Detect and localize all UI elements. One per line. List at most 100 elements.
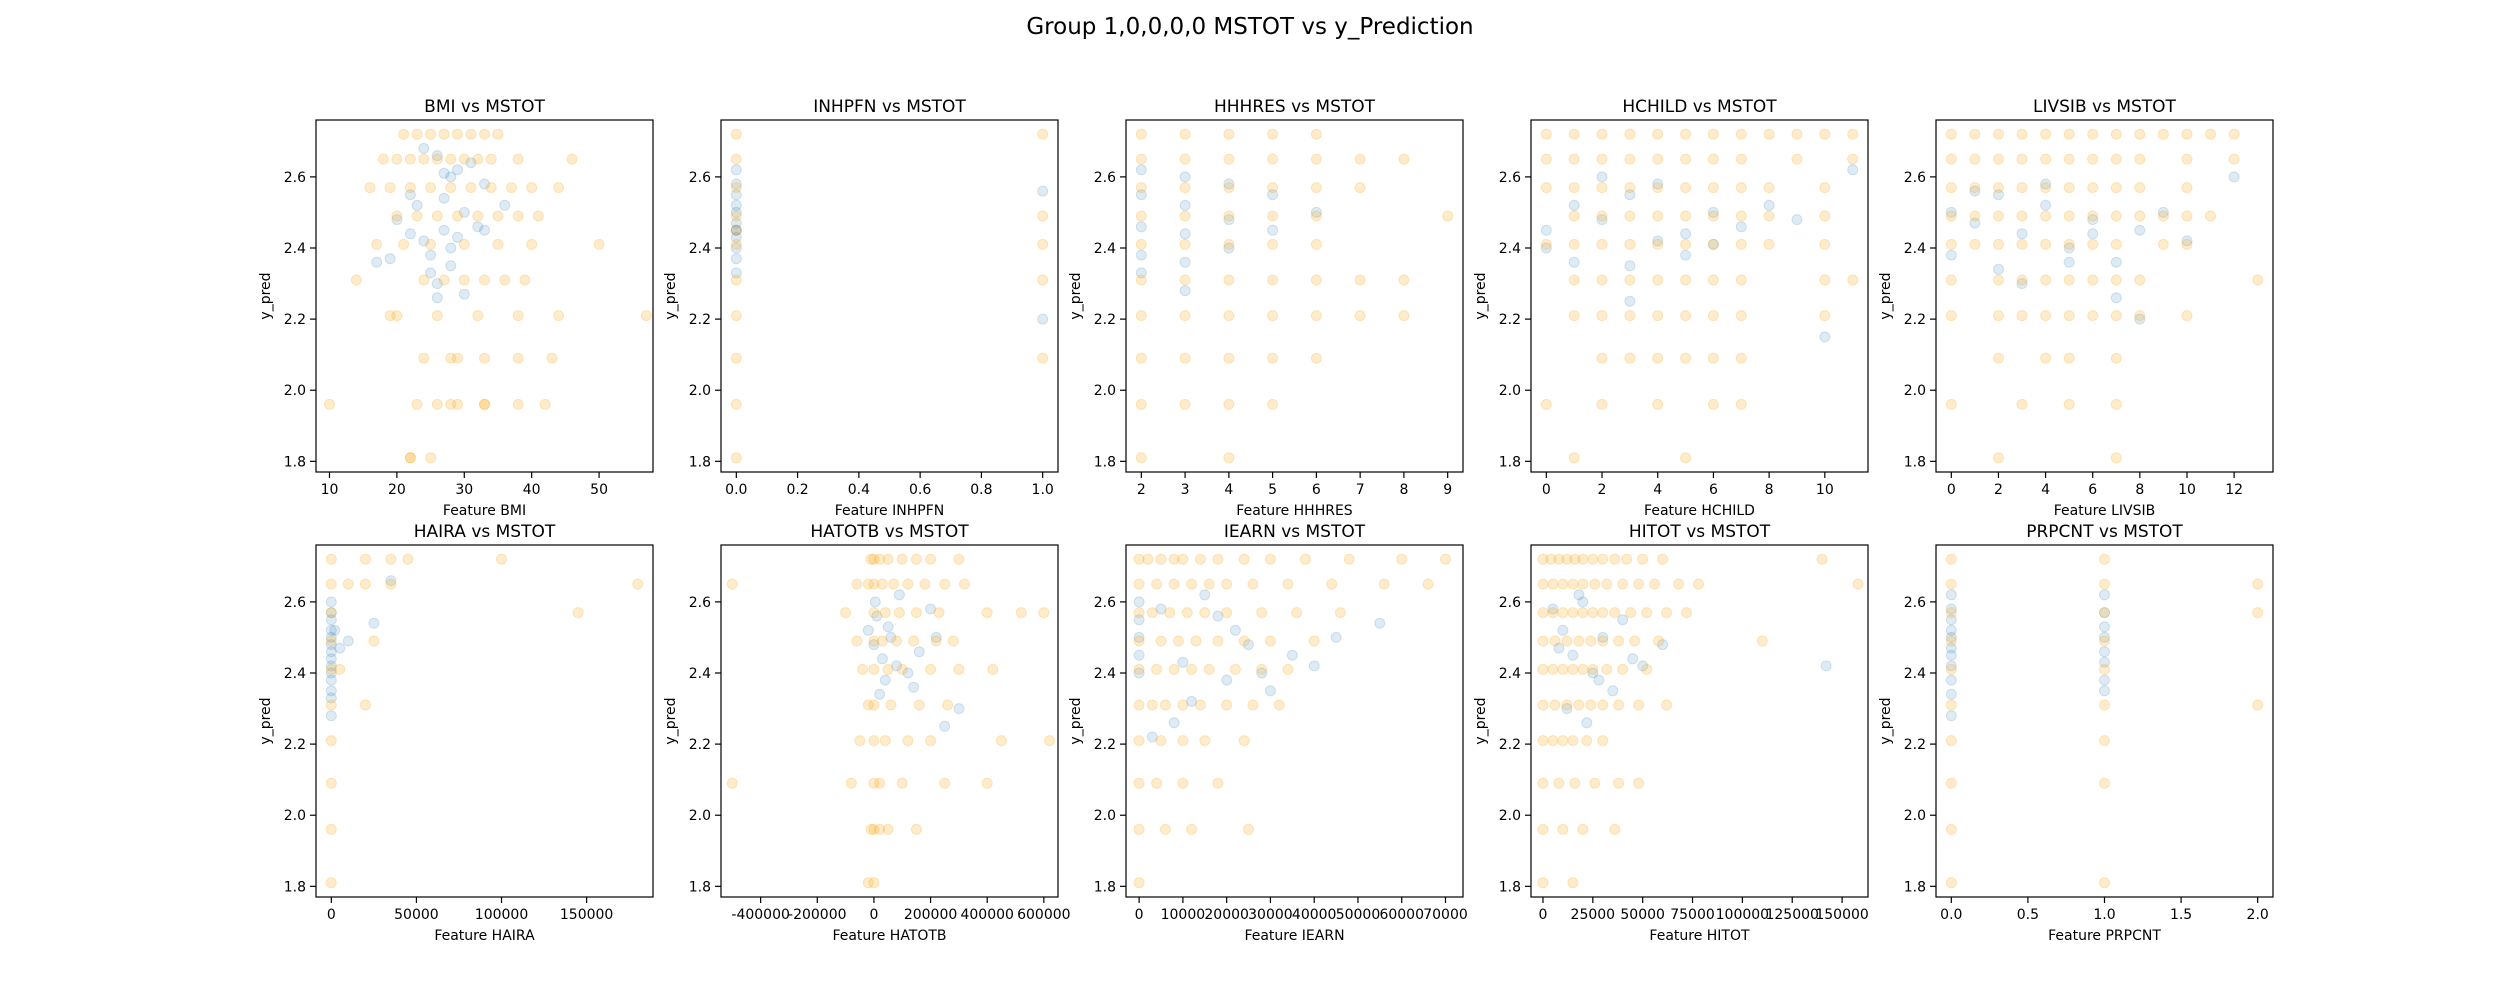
x-tick-label: 2: [1137, 482, 1146, 498]
data-point-blue: [1945, 589, 1957, 601]
x-axis-label: Feature INHPFN: [835, 503, 944, 519]
data-point-blue: [1135, 164, 1147, 176]
data-point-blue: [1310, 206, 1322, 218]
data-point-orange: [730, 398, 742, 410]
data-point-orange: [1212, 553, 1224, 565]
data-point-orange: [1177, 553, 1189, 565]
data-point-orange: [1179, 238, 1191, 250]
data-point-orange: [1037, 352, 1049, 364]
data-point-orange: [2040, 238, 2052, 250]
x-tick-label: 10: [2178, 482, 2196, 498]
data-point-blue: [876, 653, 888, 665]
data-point-orange: [2063, 182, 2075, 194]
data-point-blue: [1652, 235, 1664, 247]
data-point-orange: [1735, 238, 1747, 250]
data-point-blue: [1969, 185, 1981, 197]
y-tick-label: 2.4: [1904, 666, 1926, 682]
data-point-orange: [1819, 128, 1831, 140]
data-point-orange: [1680, 452, 1692, 464]
x-axis-label: Feature BMI: [443, 503, 526, 519]
data-point-blue: [1791, 214, 1803, 226]
x-axis-label: Feature HAIRA: [434, 928, 535, 944]
data-point-orange: [1637, 553, 1649, 565]
data-point-orange: [398, 238, 410, 250]
data-point-orange: [1735, 153, 1747, 165]
data-point-blue: [325, 624, 337, 636]
data-point-orange: [1617, 663, 1629, 675]
data-point-orange: [1267, 128, 1279, 140]
data-point-orange: [726, 777, 738, 789]
data-point-orange: [868, 663, 880, 675]
points: [726, 553, 1055, 889]
data-point-orange: [896, 777, 908, 789]
data-point-orange: [1238, 635, 1250, 647]
data-point-blue: [458, 288, 470, 300]
data-point-orange: [2016, 128, 2028, 140]
data-point-orange: [2110, 182, 2122, 194]
data-point-orange: [910, 607, 922, 619]
data-point-orange: [1577, 607, 1589, 619]
data-point-orange: [391, 153, 403, 165]
data-point-orange: [851, 635, 863, 647]
data-point-orange: [933, 607, 945, 619]
data-point-orange: [402, 553, 414, 565]
data-point-blue: [479, 178, 490, 190]
data-point-orange: [730, 128, 742, 140]
subplot-2: 0.0 0.2 0.4 0.6 0.8 1.0 1.8 2.0 2.2 2.4 2.6 INHPFN …: [663, 97, 1059, 519]
y-tick-label: 2.2: [284, 737, 306, 753]
subplot-10: 0.0 0.5 1.0 1.5 2.0 1.8 2.0 2.2 2.4 2.6 PRPCNT vs …: [1878, 522, 2274, 944]
data-point-orange: [1993, 310, 2004, 322]
data-point-blue: [445, 260, 457, 272]
data-point-orange: [1641, 607, 1653, 619]
data-point-orange: [1624, 352, 1636, 364]
x-tick-label: 1.5: [2170, 907, 2192, 923]
data-point-orange: [896, 553, 908, 565]
data-point-blue: [730, 206, 742, 218]
x-tick-label: 200000: [904, 907, 957, 923]
data-point-orange: [2040, 352, 2052, 364]
data-point-orange: [862, 699, 874, 711]
data-point-orange: [1326, 578, 1338, 590]
data-point-orange: [2016, 153, 2028, 165]
subplot-title: PRPCNT vs MSTOT: [2026, 522, 2183, 542]
data-point-orange: [1596, 352, 1608, 364]
x-tick-label: 100000: [1716, 907, 1769, 923]
y-tick-label: 2.6: [1904, 595, 1926, 611]
x-tick-label: 9: [1443, 482, 1452, 498]
data-point-orange: [1624, 182, 1636, 194]
data-point-orange: [384, 310, 396, 322]
subplot-6: 0 50000 100000 150000 1.8 2.0 2.2 2.4 2.6 HAIRA v…: [258, 522, 654, 944]
y-tick-label: 2.4: [1904, 241, 1926, 257]
data-point-orange: [479, 352, 490, 364]
data-point-orange: [2087, 210, 2099, 222]
data-point-blue: [1179, 285, 1191, 297]
data-point-blue: [1593, 674, 1605, 686]
data-point-orange: [1273, 699, 1285, 711]
data-point-orange: [1819, 182, 1831, 194]
subplot-title: HCHILD vs MSTOT: [1622, 97, 1777, 117]
data-point-orange: [1223, 352, 1235, 364]
data-point-orange: [368, 635, 380, 647]
data-point-blue: [1135, 189, 1147, 201]
data-point-orange: [2087, 128, 2099, 140]
data-point-orange: [411, 398, 423, 410]
data-point-blue: [325, 692, 337, 704]
data-point-orange: [2063, 310, 2075, 322]
data-point-orange: [458, 238, 470, 250]
x-tick-label: 600000: [1017, 907, 1070, 923]
data-point-orange: [2181, 210, 2193, 222]
data-point-orange: [546, 352, 558, 364]
data-point-blue: [1597, 631, 1609, 643]
data-point-orange: [425, 238, 437, 250]
x-tick-label: 25000: [1571, 907, 1616, 923]
data-point-orange: [566, 153, 578, 165]
data-point-blue: [730, 178, 742, 190]
data-point-orange: [1763, 182, 1775, 194]
data-point-orange: [1657, 553, 1669, 565]
data-point-orange: [492, 238, 504, 250]
y-tick-label: 1.8: [1904, 454, 1926, 470]
data-point-orange: [1567, 735, 1579, 747]
data-point-blue: [391, 214, 403, 226]
data-point-orange: [2099, 699, 2110, 711]
data-point-orange: [1596, 210, 1608, 222]
